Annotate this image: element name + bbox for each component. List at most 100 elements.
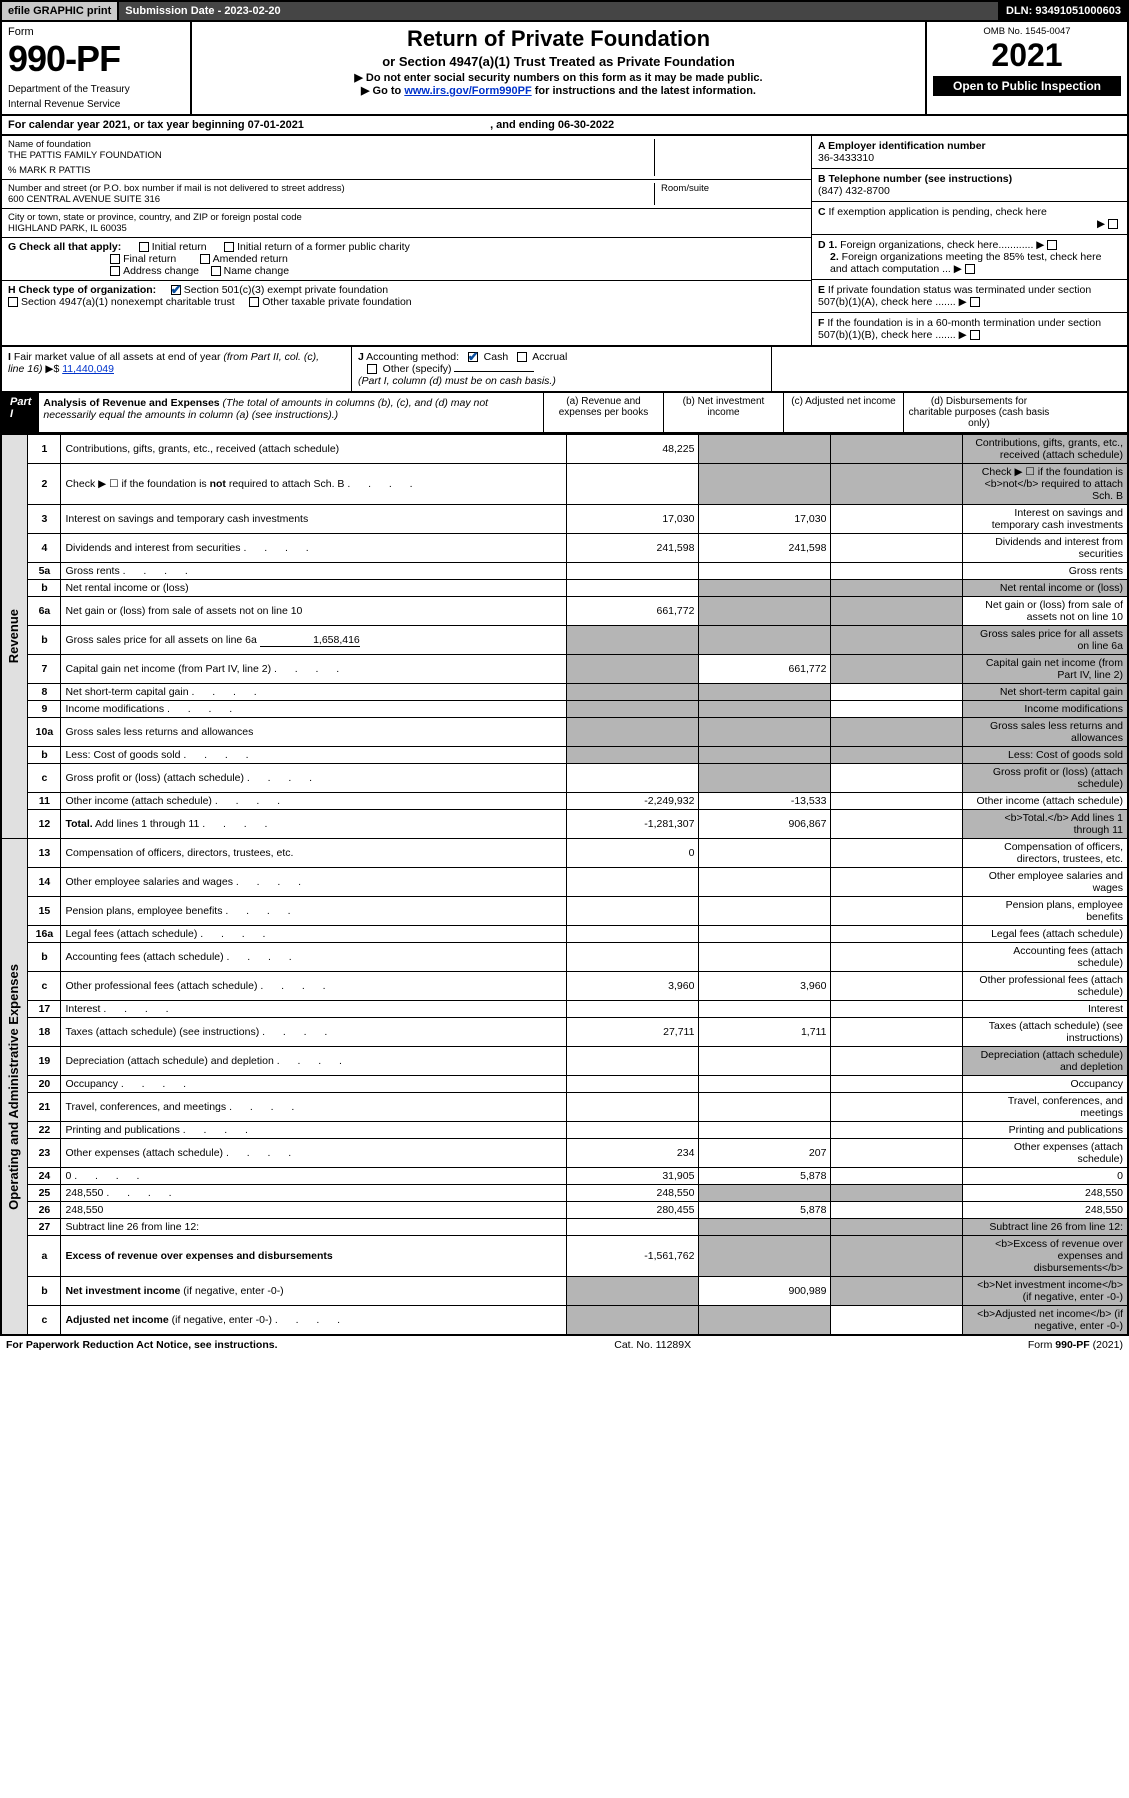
- line-number: 4: [28, 534, 61, 563]
- cell-col-b: 661,772: [699, 655, 831, 684]
- table-row: 12Total. Add lines 1 through 11 . . . .-…: [1, 810, 1128, 839]
- footer-right: Form 990-PF (2021): [1028, 1339, 1123, 1351]
- line-number: 7: [28, 655, 61, 684]
- table-row: 27Subtract line 26 from line 12:Subtract…: [1, 1219, 1128, 1236]
- d-row: D 1. Foreign organizations, check here..…: [812, 235, 1127, 280]
- cell-col-c: [831, 868, 963, 897]
- cell-col-b: 3,960: [699, 972, 831, 1001]
- cell-col-c: [831, 701, 963, 718]
- table-row: cAdjusted net income (if negative, enter…: [1, 1306, 1128, 1336]
- cell-col-a: [567, 1277, 699, 1306]
- line-description: Interest on savings and temporary cash i…: [61, 505, 567, 534]
- cell-col-c: [831, 1185, 963, 1202]
- chk-4947[interactable]: [8, 297, 18, 307]
- cell-col-c: [831, 943, 963, 972]
- cell-col-c: [831, 1236, 963, 1277]
- line-description: Other income (attach schedule) . . . .: [61, 793, 567, 810]
- cell-col-c: [831, 1018, 963, 1047]
- cell-col-d: Occupancy: [963, 1076, 1128, 1093]
- table-row: 5aGross rents . . . .Gross rents: [1, 563, 1128, 580]
- info-left: Name of foundation THE PATTIS FAMILY FOU…: [2, 136, 812, 345]
- cell-col-b: [699, 747, 831, 764]
- chk-other-taxable[interactable]: [249, 297, 259, 307]
- header-left: Form 990-PF Department of the Treasury I…: [2, 22, 192, 114]
- cell-col-a: [567, 1306, 699, 1336]
- cell-col-c: [831, 435, 963, 464]
- chk-d1[interactable]: [1047, 240, 1057, 250]
- efile-label: efile GRAPHIC print: [2, 2, 119, 20]
- cell-col-d: Interest: [963, 1001, 1128, 1018]
- line-number: 16a: [28, 926, 61, 943]
- dept-treasury: Department of the Treasury: [8, 84, 184, 95]
- chk-f[interactable]: [970, 330, 980, 340]
- line-description: Interest . . . .: [61, 1001, 567, 1018]
- side-revenue: Revenue: [1, 435, 28, 839]
- table-row: 4Dividends and interest from securities …: [1, 534, 1128, 563]
- cell-col-b: [699, 1122, 831, 1139]
- cell-col-c: [831, 926, 963, 943]
- table-row: 2Check ▶ ☐ if the foundation is not requ…: [1, 464, 1128, 505]
- city-row: City or town, state or province, country…: [2, 209, 811, 238]
- chk-final-return[interactable]: [110, 254, 120, 264]
- chk-other-method[interactable]: [367, 364, 377, 374]
- form990pf-link[interactable]: www.irs.gov/Form990PF: [404, 85, 531, 97]
- phone-label: B Telephone number (see instructions): [818, 173, 1121, 185]
- col-c-header: (c) Adjusted net income: [784, 393, 904, 432]
- phone-value: (847) 432-8700: [818, 185, 1121, 197]
- cell-col-d: Travel, conferences, and meetings: [963, 1093, 1128, 1122]
- table-row: 8Net short-term capital gain . . . .Net …: [1, 684, 1128, 701]
- chk-c[interactable]: [1108, 219, 1118, 229]
- table-row: 25248,550 . . . .248,550248,550: [1, 1185, 1128, 1202]
- cell-col-a: 27,711: [567, 1018, 699, 1047]
- table-row: cGross profit or (loss) (attach schedule…: [1, 764, 1128, 793]
- part1-title: Analysis of Revenue and Expenses (The to…: [39, 393, 543, 432]
- part1-header-row: Part I Analysis of Revenue and Expenses …: [0, 393, 1129, 434]
- chk-initial-former[interactable]: [224, 242, 234, 252]
- header-mid: Return of Private Foundation or Section …: [192, 22, 927, 114]
- line-description: Net short-term capital gain . . . .: [61, 684, 567, 701]
- chk-address-change[interactable]: [110, 266, 120, 276]
- g-check-row: G Check all that apply: Initial return I…: [2, 238, 811, 281]
- cell-col-d: Less: Cost of goods sold: [963, 747, 1128, 764]
- cell-col-b: [699, 1076, 831, 1093]
- line-description: Other professional fees (attach schedule…: [61, 972, 567, 1001]
- cell-col-a: [567, 684, 699, 701]
- cell-col-b: [699, 1185, 831, 1202]
- street-address: 600 CENTRAL AVENUE SUITE 316: [8, 194, 654, 205]
- line-number: 18: [28, 1018, 61, 1047]
- cell-col-c: [831, 1202, 963, 1219]
- chk-cash[interactable]: [468, 352, 478, 362]
- city-state-zip: HIGHLAND PARK, IL 60035: [8, 223, 805, 234]
- cell-col-a: [567, 1001, 699, 1018]
- cell-col-c: [831, 655, 963, 684]
- cell-col-c: [831, 1122, 963, 1139]
- chk-accrual[interactable]: [517, 352, 527, 362]
- form-label: Form: [8, 26, 184, 38]
- cell-col-a: [567, 701, 699, 718]
- cell-col-a: [567, 1122, 699, 1139]
- cell-col-a: 48,225: [567, 435, 699, 464]
- cell-col-a: 248,550: [567, 1185, 699, 1202]
- fmv-value[interactable]: 11,440,049: [62, 363, 114, 375]
- cell-col-d: Net short-term capital gain: [963, 684, 1128, 701]
- cell-col-a: [567, 1047, 699, 1076]
- ein-row: A Employer identification number 36-3433…: [812, 136, 1127, 169]
- cell-col-c: [831, 1219, 963, 1236]
- chk-amended[interactable]: [200, 254, 210, 264]
- chk-d2[interactable]: [965, 264, 975, 274]
- table-row: 23Other expenses (attach schedule) . . .…: [1, 1139, 1128, 1168]
- care-of: % MARK R PATTIS: [8, 165, 654, 176]
- e-row: E If private foundation status was termi…: [812, 280, 1127, 313]
- line-description: Contributions, gifts, grants, etc., rece…: [61, 435, 567, 464]
- chk-501c3[interactable]: [171, 285, 181, 295]
- cell-col-b: [699, 597, 831, 626]
- line-description: 248,550: [61, 1202, 567, 1219]
- cell-col-a: [567, 747, 699, 764]
- table-row: 6aNet gain or (loss) from sale of assets…: [1, 597, 1128, 626]
- cell-col-b: 5,878: [699, 1202, 831, 1219]
- chk-e[interactable]: [970, 297, 980, 307]
- chk-name-change[interactable]: [211, 266, 221, 276]
- chk-initial-return[interactable]: [139, 242, 149, 252]
- line-number: 15: [28, 897, 61, 926]
- table-row: Operating and Administrative Expenses13C…: [1, 839, 1128, 868]
